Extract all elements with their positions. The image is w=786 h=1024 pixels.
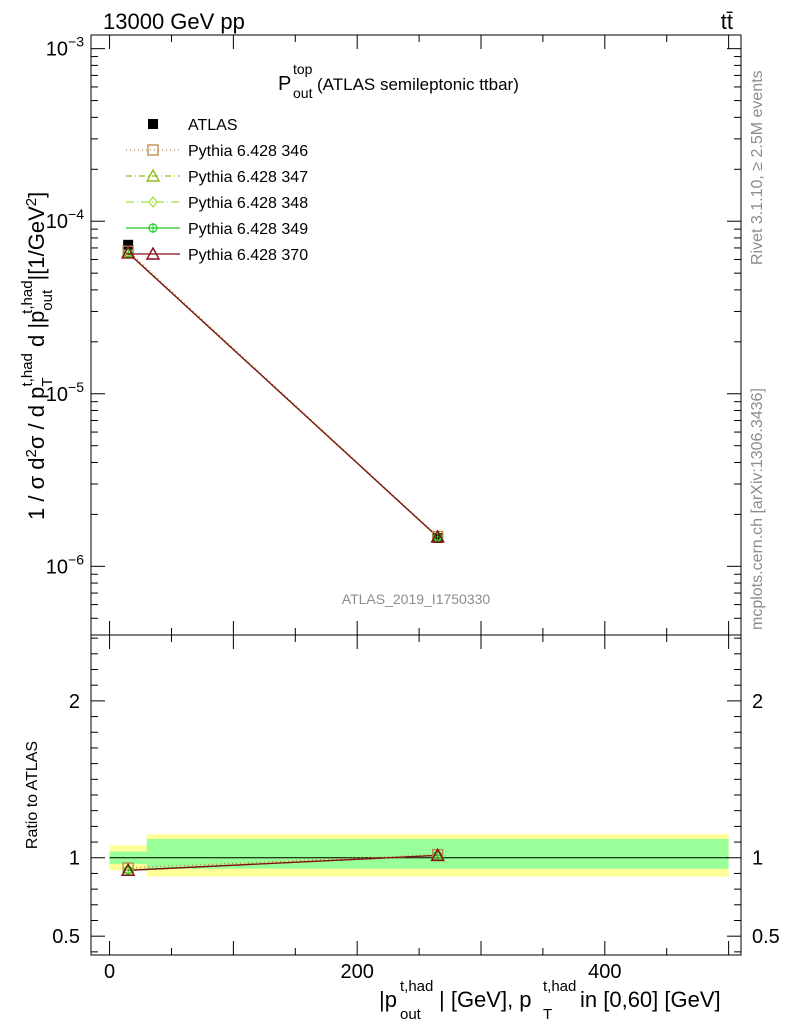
main-y-tick-label: 10−3 [46,34,84,61]
main-panel: 10−6 10−5 10−4 10−3 P top out (ATLAS semile… [19,34,742,636]
main-series-markers [120,239,445,543]
legend-label-0: ATLAS [188,117,238,134]
title-sup: top [293,61,313,77]
legend-marker-0 [148,119,158,129]
xlabel-part-1: t,had [400,978,433,995]
svg-text:|p: |p [379,987,397,1012]
legend-label-2: Pythia 6.428 347 [188,169,308,186]
main-y-tick-label: 10−5 [46,379,84,406]
energy-label: 13000 GeV pp [103,9,245,34]
ratio-uncertainty-bands [109,834,729,877]
main-x-ticks [109,35,730,635]
ratio-y-tick-label: 2 [69,691,80,713]
main-point-s5-1 [430,529,445,543]
title-rest: (ATLAS semileptonic ttbar) [317,75,519,94]
ratio-series-lines [128,853,438,871]
mcplots-label: mcplots.cern.ch [arXiv:1306.3436] [749,388,766,630]
ratio-y-tick-label: 0.5 [52,926,80,948]
legend-marker-1 [147,144,159,156]
title-sub: out [293,85,313,101]
xlabel-part-4: t,had [543,978,576,995]
legend: ATLAS Pythia 6.428 346 Pythia 6.428 347 Pyt… [126,117,308,264]
xlabel-part-5: T [543,1006,552,1023]
xlabel-part-2: out [400,1006,422,1023]
legend-marker-2 [145,168,161,182]
main-y-tick-label: 10−4 [46,206,84,233]
ratio-y-axis-label: Ratio to ATLAS [24,741,41,849]
main-series-line-5 [127,252,439,538]
ratio-y-tick-label: 1 [69,848,80,870]
process-label: tt̄ [721,9,733,34]
svg-text:P: P [278,73,291,95]
x-tick-label: 400 [588,961,621,983]
main-series-lines [127,250,439,538]
main-y-tick-label: 10−6 [46,551,84,578]
xlabel-part-6: in [0,60] [GeV] [580,987,721,1012]
main-point-s0-0 [123,239,134,250]
ratio-panel: 0.5 0.5 1 1 2 2 0 200 400 Ratio to ATLAS |p t,h… [24,634,780,1023]
main-y-axis-label: 1 / σ d2σ / d pTt,had d |poutt,had|[1/Ge… [19,192,56,520]
ratio-y-tick-label-right: 2 [752,691,763,713]
ratio-point-s4-1 [430,847,445,862]
main-y-ticks: 10−6 10−5 10−4 10−3 [46,34,741,636]
legend-label-4: Pythia 6.428 349 [188,221,308,238]
analysis-watermark: ATLAS_2019_I1750330 [342,591,491,607]
ratio-frame [90,634,742,956]
ratio-y-tick-label-right: 1 [752,848,763,870]
ratio-series-line-4 [128,854,438,871]
title-main: P [278,73,291,95]
ratio-y-tick-label-right: 0.5 [752,926,780,948]
x-axis-label: |p t,had out | [GeV], p t,had T in [0,60… [379,978,721,1023]
ratio-x-ticks: 0 200 400 [104,635,730,983]
legend-marker-3 [148,196,158,208]
xlabel-part-0: |p [379,987,397,1012]
ratio-y-ticks: 0.5 0.5 1 1 2 2 [52,637,780,953]
svg-text:1 / σ d2σ / d pTt,had d |poutt: 1 / σ d2σ / d pTt,had d |poutt,had|[1/Ge… [19,192,56,520]
legend-label-5: Pythia 6.428 370 [188,247,308,264]
xlabel-part-3: | [GeV], p [439,987,532,1012]
legend-label-1: Pythia 6.428 346 [188,143,308,160]
main-point-s5-0 [120,245,136,259]
ratio-series-markers [120,847,445,877]
plot-title: P top out (ATLAS semileptonic ttbar) [278,61,519,101]
ratio-point-s4-0 [120,862,136,876]
legend-label-3: Pythia 6.428 348 [188,195,308,212]
x-tick-label: 200 [341,961,374,983]
rivet-label: Rivet 3.1.10, ≥ 2.5M events [749,70,766,265]
legend-marker-5 [145,246,161,260]
x-tick-label: 0 [104,961,115,983]
